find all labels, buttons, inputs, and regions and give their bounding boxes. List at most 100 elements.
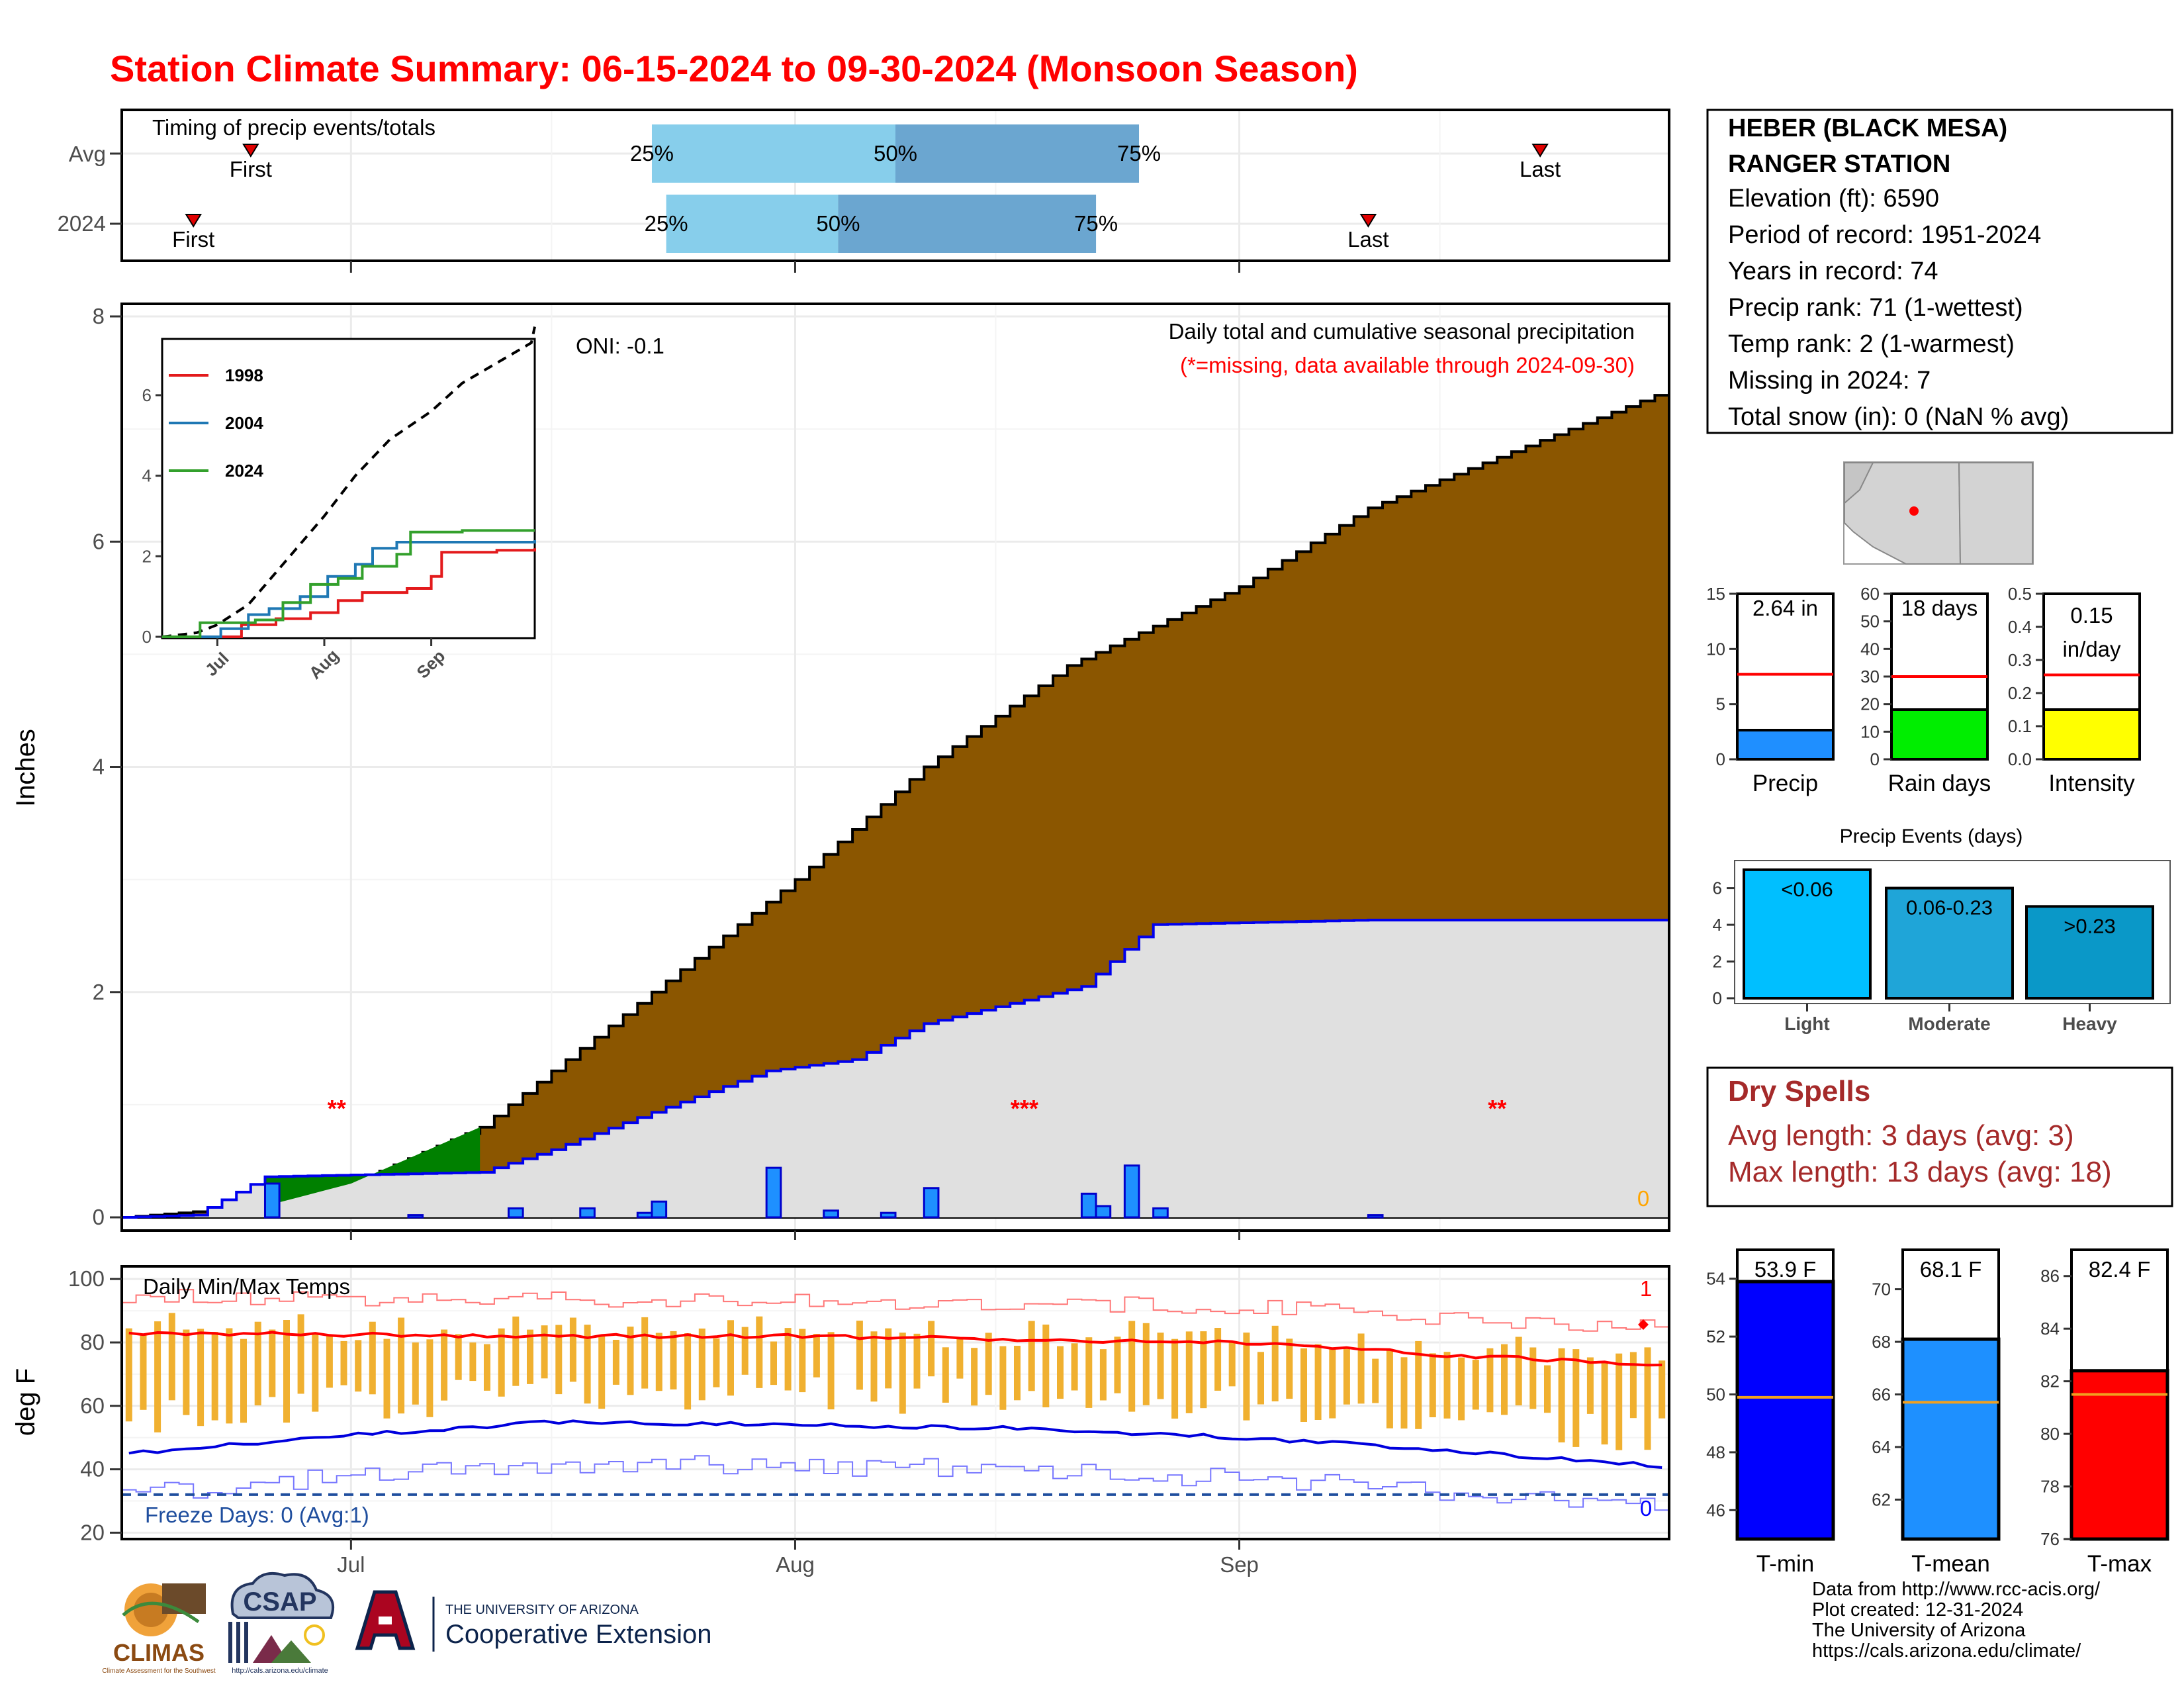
daily-temp-bar xyxy=(140,1333,147,1410)
daily-temp-bar xyxy=(1099,1349,1107,1401)
daily-temp-bar xyxy=(612,1340,619,1385)
daily-temp-bar xyxy=(1486,1348,1494,1413)
missing-markers: ** *** ** xyxy=(328,1095,1507,1122)
inset-legend-1998: 1998 xyxy=(225,365,263,385)
gauge-value-label: 0.15 xyxy=(2070,603,2113,628)
climas-logo-text: CLIMAS xyxy=(113,1639,205,1666)
daily-temp-bar xyxy=(1114,1336,1121,1393)
temp-gauge-bar xyxy=(2070,1369,2169,1541)
daily-temp-bar xyxy=(1386,1348,1393,1429)
daily-temp-bar xyxy=(1157,1333,1164,1399)
timing-first-label: First xyxy=(172,227,214,252)
timing-q75-label: 75% xyxy=(1074,211,1118,236)
daily-temp-bar xyxy=(971,1348,978,1406)
daily-temp-bar xyxy=(1243,1333,1250,1421)
daily-precip-bar xyxy=(508,1207,524,1219)
timing-panel-frame xyxy=(120,109,1670,262)
events-x-tick: Heavy xyxy=(2062,1013,2117,1034)
temp-gauge-name: T-mean xyxy=(1911,1551,1990,1577)
station-info: HEBER (BLACK MESA) RANGER STATION Elevat… xyxy=(1706,109,2173,434)
daily-temp-bar xyxy=(569,1317,576,1382)
nevada-shape xyxy=(1844,462,1874,505)
daily-temp-bar xyxy=(1558,1348,1565,1442)
daily-temp-bar xyxy=(1415,1340,1422,1429)
timing-panel-label: Timing of precip events/totals xyxy=(152,115,435,140)
dry-spells-max: Max length: 13 days (avg: 18) xyxy=(1728,1156,2112,1188)
daily-temp-bar xyxy=(913,1333,921,1389)
daily-precip-bar xyxy=(1095,1205,1112,1219)
current-cumulative-line xyxy=(122,918,1669,1219)
daily-temp-bar xyxy=(1472,1360,1479,1410)
precip-y-tick: 6 xyxy=(93,529,105,553)
daily-precip-bar xyxy=(579,1207,596,1219)
gauge-value-bar xyxy=(2042,708,2141,761)
gauge-y-tick: 0.2 xyxy=(2008,683,2032,703)
daily-temp-bar xyxy=(1615,1353,1623,1450)
daily-temp-bar xyxy=(870,1331,878,1402)
daily-temp-bar xyxy=(655,1333,662,1391)
temp-gauge-y-tick: 80 xyxy=(2040,1424,2060,1444)
daily-temp-bar xyxy=(1501,1344,1508,1415)
gauge-y-tick: 0 xyxy=(1870,749,1880,769)
date-axis-tick: Aug xyxy=(776,1552,815,1577)
date-axis-tick: Sep xyxy=(1220,1552,1259,1577)
daily-temp-bar xyxy=(441,1329,448,1401)
temp-y-tick: 20 xyxy=(80,1520,105,1544)
gauge-y-tick: 50 xyxy=(1860,612,1880,632)
gauge-y-tick: 0.5 xyxy=(2008,584,2032,604)
daily-temp-bar xyxy=(1572,1349,1580,1447)
daily-temp-bar xyxy=(297,1314,304,1394)
precip-y-axis: 0 2 4 6 8 xyxy=(93,304,122,1229)
daily-temp-bar xyxy=(154,1321,161,1432)
daily-temp-bar xyxy=(713,1338,720,1387)
footer-plot-created: Plot created: 12-31-2024 xyxy=(1812,1599,2024,1620)
daily-temp-bar xyxy=(1629,1352,1637,1419)
station-name-line2: RANGER STATION xyxy=(1728,150,1950,178)
daily-temp-bar xyxy=(527,1329,533,1384)
precip-events-chart: Precip Events (days) 0 2 4 6 <0.06 Light 0.06-… xyxy=(1713,825,2171,1034)
station-precip-rank: Precip rank: 71 (1-wettest) xyxy=(1728,294,2023,322)
locator-map xyxy=(1843,461,2034,565)
gauge-precip: 2.64 in 0 5 10 15 Precip xyxy=(1706,584,1835,796)
daily-temp-bar xyxy=(928,1321,935,1377)
daily-temp-bar xyxy=(1286,1338,1293,1399)
daily-temp-bar xyxy=(1071,1343,1078,1391)
inset-y-tick: 4 xyxy=(142,466,152,486)
inset-legend-2024: 2024 xyxy=(225,461,263,481)
timing-first-label: First xyxy=(230,157,272,181)
university-of-arizona-logo: THE UNIVERSITY OF ARIZONA Cooperative Ex… xyxy=(355,1590,711,1652)
daily-temp-bar xyxy=(1586,1357,1594,1414)
inset-line-1998 xyxy=(162,548,536,638)
temp-gauge-y-tick: 54 xyxy=(1706,1269,1725,1289)
daily-precip-bars xyxy=(263,1164,1384,1219)
daily-temp-bar xyxy=(1329,1347,1336,1419)
temp-gauge-value: 68.1 F xyxy=(1920,1257,1982,1282)
daily-precip-bar xyxy=(263,1182,281,1219)
inset-y-tick: 6 xyxy=(142,385,152,405)
daily-temp-bar xyxy=(240,1338,247,1423)
dry-spells-frame xyxy=(1706,1066,2173,1207)
ua-logo-small-text: THE UNIVERSITY OF ARIZONA xyxy=(445,1603,639,1617)
missing-marker: ** xyxy=(328,1095,346,1122)
daily-precip-bar xyxy=(923,1187,940,1219)
timing-row-label-2024: 2024 xyxy=(58,211,106,236)
daily-temp-bar xyxy=(885,1328,892,1389)
daily-temp-bar xyxy=(1429,1353,1436,1417)
temp-panel-frame xyxy=(120,1265,1670,1540)
footer-data-source: Data from http://www.rcc-acis.org/ xyxy=(1812,1579,2101,1600)
footer-credits: Data from http://www.rcc-acis.org/ Plot … xyxy=(1812,1579,2100,1662)
footer-url: https://cals.arizona.edu/climate/ xyxy=(1812,1640,2081,1662)
daily-temp-bar xyxy=(455,1334,462,1380)
daily-temp-bar xyxy=(469,1342,477,1382)
csap-logo-url: http://cals.arizona.edu/climate xyxy=(232,1667,328,1675)
timing-bar-upper xyxy=(895,124,1140,183)
daily-temp-bar xyxy=(1042,1325,1050,1407)
temp-y-tick: 100 xyxy=(68,1266,105,1291)
events-x-tick: Moderate xyxy=(1908,1013,1990,1034)
gauge-value-unit: in/day xyxy=(2062,637,2121,661)
events-bar xyxy=(1885,886,2014,1000)
daily-temp-bar xyxy=(1200,1331,1207,1409)
daily-temp-bar xyxy=(498,1328,505,1397)
events-bar xyxy=(2025,905,2154,1000)
